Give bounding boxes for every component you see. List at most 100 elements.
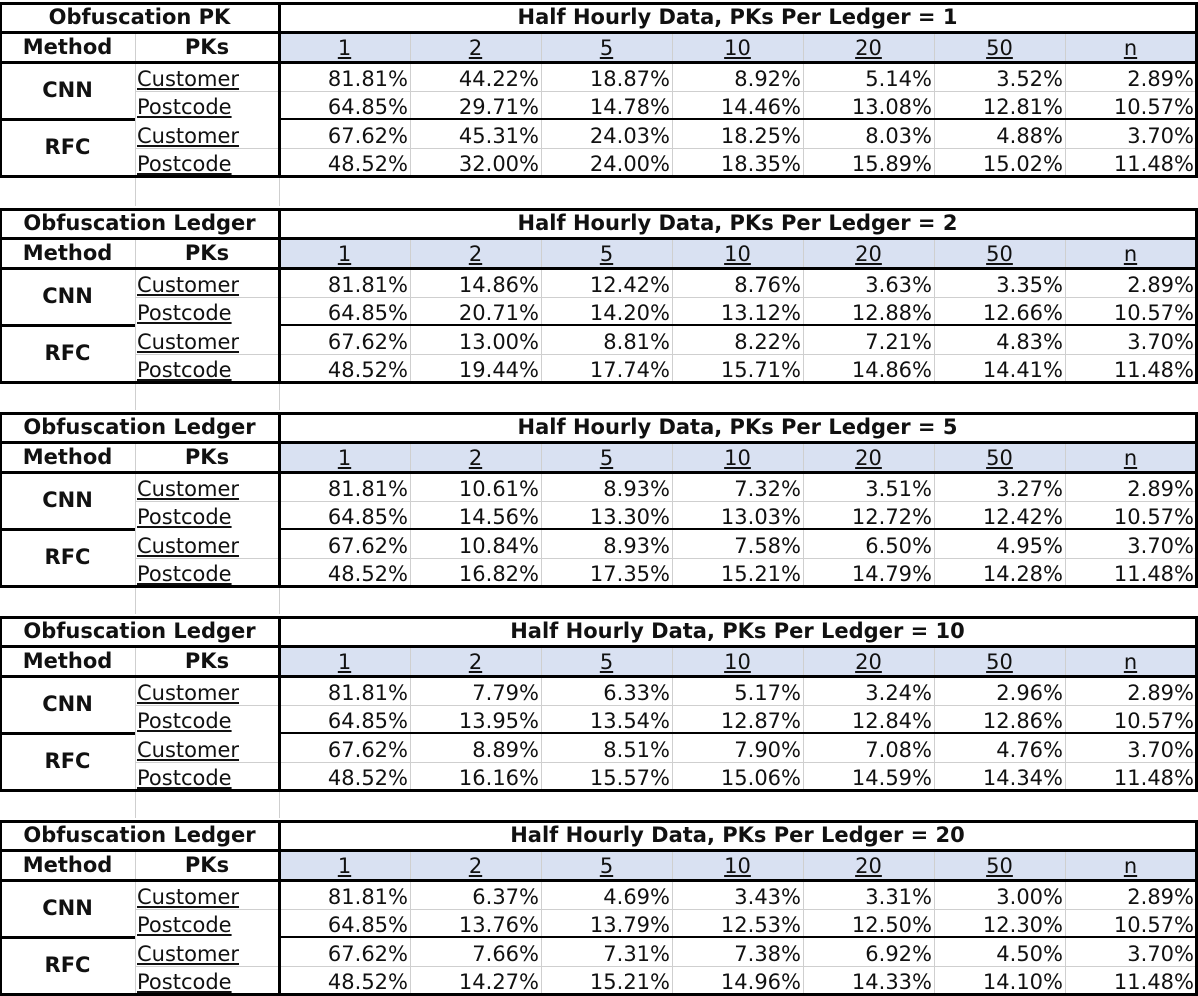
gridline [135, 297, 1196, 298]
column-header: 5 [541, 238, 672, 268]
value-cell: 81.81% [327, 681, 408, 705]
border-line [0, 208, 2, 384]
value-cell: 14.46% [720, 95, 801, 119]
value-cell: 7.08% [865, 738, 932, 762]
value-cell: 11.48% [1113, 562, 1194, 586]
column-header: 50 [934, 32, 1065, 62]
value-cell: 14.28% [982, 562, 1063, 586]
gridline [541, 238, 542, 382]
gridline [135, 148, 1196, 149]
gridline [410, 850, 411, 994]
value-cell: 64.85% [327, 95, 408, 119]
pk-label: Postcode [137, 358, 232, 382]
value-cell: 15.71% [720, 358, 801, 382]
value-cell: 67.62% [327, 124, 408, 148]
value-cell: 8.93% [603, 534, 670, 558]
value-cell: 48.52% [327, 766, 408, 790]
value-cell: 7.31% [603, 942, 670, 966]
border-line [0, 732, 135, 735]
border-line [1195, 2, 1198, 178]
value-cell: 13.03% [720, 505, 801, 529]
value-cell: 6.92% [865, 942, 932, 966]
value-cell: 48.52% [327, 970, 408, 994]
gridline [135, 472, 136, 586]
gridline [1065, 238, 1066, 382]
value-cell: 3.27% [996, 477, 1063, 501]
value-cell: 14.86% [851, 358, 932, 382]
pk-label: Postcode [137, 152, 232, 176]
value-cell: 12.88% [851, 301, 932, 325]
column-header: 50 [934, 850, 1065, 880]
column-header: 5 [541, 850, 672, 880]
border-line [0, 412, 2, 588]
border-line [0, 849, 1198, 852]
value-cell: 2.89% [1127, 273, 1194, 297]
value-cell: 48.52% [327, 152, 408, 176]
value-cell: 4.50% [996, 942, 1063, 966]
border-line [0, 789, 1198, 792]
border-line [279, 324, 1196, 326]
value-cell: 19.44% [458, 358, 539, 382]
method-header: Method [22, 444, 113, 469]
pk-label: Customer [137, 942, 240, 966]
table-section: Obfuscation Ledger Half Hourly Data, PKs … [0, 820, 1198, 996]
border-line [0, 412, 1198, 415]
border-line [1195, 208, 1198, 384]
value-cell: 12.42% [982, 505, 1063, 529]
pk-label: Postcode [137, 913, 232, 937]
border-line [0, 645, 1198, 648]
gridline [135, 850, 136, 880]
value-cell: 12.86% [982, 709, 1063, 733]
method-header: Method [22, 852, 113, 877]
value-cell: 81.81% [327, 477, 408, 501]
method-label: RFC [44, 749, 91, 773]
gridline [803, 238, 804, 382]
border-line [0, 441, 1198, 444]
value-cell: 48.52% [327, 562, 408, 586]
column-header: 2 [410, 850, 541, 880]
pks-header: PKs [184, 34, 230, 59]
table-section: Obfuscation Ledger Half Hourly Data, PKs … [0, 208, 1198, 384]
value-cell: 6.33% [603, 681, 670, 705]
method-label: CNN [42, 896, 93, 920]
value-cell: 3.51% [865, 477, 932, 501]
value-cell: 6.50% [865, 534, 932, 558]
border-line [0, 61, 1198, 64]
value-cell: 8.22% [734, 330, 801, 354]
value-cell: 11.48% [1113, 766, 1194, 790]
border-line [0, 2, 1198, 5]
gridline [541, 850, 542, 994]
value-cell: 12.81% [982, 95, 1063, 119]
gridline [541, 32, 542, 176]
column-header: n [1065, 32, 1196, 62]
value-cell: 13.79% [589, 913, 670, 937]
border-line [0, 324, 135, 327]
table-title: Half Hourly Data, PKs Per Ledger = 20 [510, 822, 965, 847]
column-header: 10 [672, 238, 803, 268]
value-cell: 48.52% [327, 358, 408, 382]
column-header: 2 [410, 646, 541, 676]
gridline [135, 62, 136, 176]
value-cell: 81.81% [327, 67, 408, 91]
gridline [934, 850, 935, 994]
gridline [934, 646, 935, 790]
column-header: 20 [803, 442, 934, 472]
value-cell: 13.76% [458, 913, 539, 937]
gridline [672, 238, 673, 382]
border-line [279, 732, 1196, 734]
gridline [135, 558, 1196, 559]
table-section: Obfuscation Ledger Half Hourly Data, PKs … [0, 412, 1198, 588]
value-cell: 16.82% [458, 562, 539, 586]
column-header: 10 [672, 32, 803, 62]
gridline [672, 442, 673, 586]
value-cell: 3.70% [1127, 534, 1194, 558]
value-cell: 64.85% [327, 301, 408, 325]
value-cell: 2.96% [996, 681, 1063, 705]
gridline [135, 792, 136, 818]
pk-label: Customer [137, 273, 240, 297]
gridline [541, 646, 542, 790]
gridline [135, 762, 1196, 763]
gridline [1065, 442, 1066, 586]
pks-header: PKs [184, 648, 230, 673]
value-cell: 15.06% [720, 766, 801, 790]
